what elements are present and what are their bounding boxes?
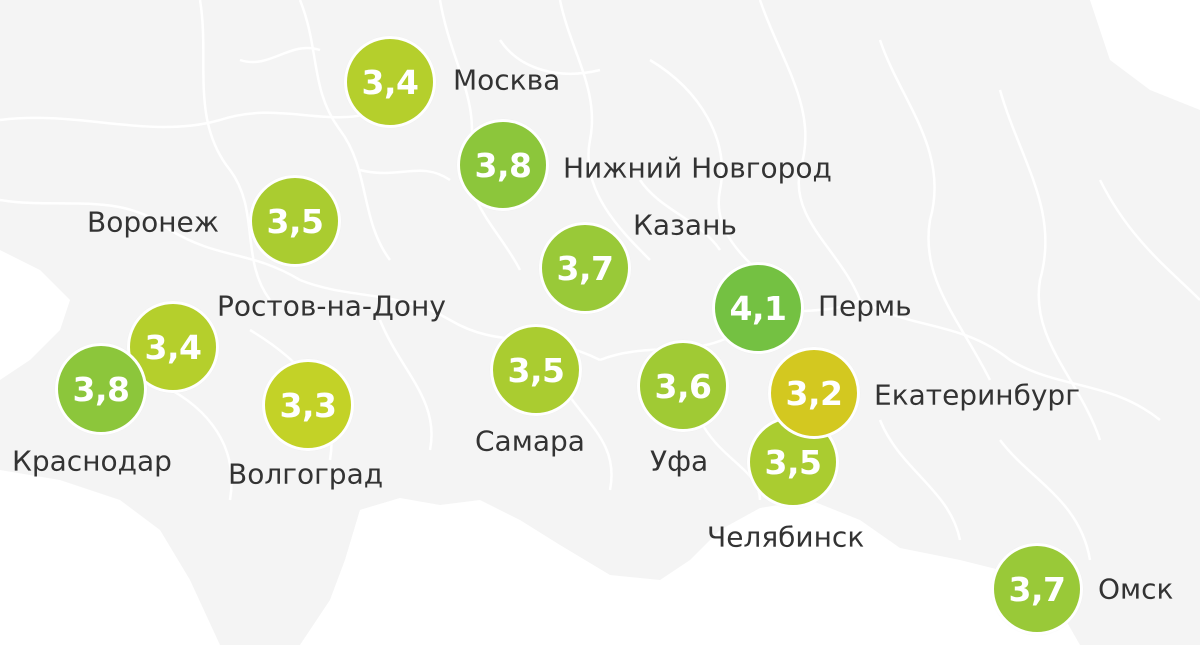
city-label-krasnodar: Краснодар bbox=[12, 444, 172, 478]
city-label-ekaterinburg: Екатеринбург bbox=[874, 378, 1080, 412]
sea-area bbox=[0, 250, 70, 380]
rating-value: 3,7 bbox=[1008, 569, 1066, 609]
city-label-omsk: Омск bbox=[1098, 572, 1174, 606]
city-label-kazan: Казань bbox=[633, 208, 737, 242]
city-marker-voronezh[interactable]: 3,5 bbox=[249, 175, 341, 267]
rating-value: 3,2 bbox=[785, 373, 843, 413]
city-label-ufa: Уфа bbox=[650, 444, 709, 478]
sea-area-3 bbox=[300, 498, 560, 645]
rating-value: 3,5 bbox=[764, 442, 822, 482]
city-marker-ekaterinburg[interactable]: 3,2 bbox=[768, 347, 860, 439]
city-marker-kazan[interactable]: 3,7 bbox=[539, 222, 631, 314]
city-label-nizhny-novgorod: Нижний Новгород bbox=[563, 151, 832, 185]
rating-value: 3,4 bbox=[144, 327, 202, 367]
rating-value: 3,3 bbox=[279, 385, 337, 425]
city-label-samara: Самара bbox=[475, 424, 585, 458]
rating-value: 3,8 bbox=[72, 369, 130, 409]
rating-value: 3,8 bbox=[474, 145, 532, 185]
rating-value: 3,5 bbox=[507, 350, 565, 390]
city-marker-volgograd[interactable]: 3,3 bbox=[262, 359, 354, 451]
rating-value: 3,5 bbox=[266, 201, 324, 241]
city-marker-rostov-na-donu[interactable]: 3,4 bbox=[127, 301, 219, 393]
city-marker-krasnodar[interactable]: 3,8 bbox=[55, 343, 147, 435]
rating-value: 3,4 bbox=[361, 62, 419, 102]
city-label-voronezh: Воронеж bbox=[87, 205, 220, 239]
city-marker-ufa[interactable]: 3,6 bbox=[637, 340, 729, 432]
rating-value: 3,6 bbox=[654, 366, 712, 406]
city-label-moskva: Москва bbox=[453, 63, 561, 97]
sea-area-2 bbox=[0, 470, 220, 645]
sea-area-4 bbox=[1090, 0, 1200, 110]
city-label-chelyabinsk: Челябинск bbox=[707, 520, 865, 554]
city-label-rostov-na-donu: Ростов-на-Дону bbox=[217, 289, 446, 323]
rating-value: 3,7 bbox=[556, 248, 614, 288]
city-marker-moskva[interactable]: 3,4 bbox=[344, 36, 436, 128]
city-marker-samara[interactable]: 3,5 bbox=[490, 324, 582, 416]
city-label-perm: Пермь bbox=[818, 289, 912, 323]
city-marker-omsk[interactable]: 3,7 bbox=[991, 543, 1083, 635]
city-marker-nizhny-novgorod[interactable]: 3,8 bbox=[457, 119, 549, 211]
city-marker-perm[interactable]: 4,1 bbox=[712, 262, 804, 354]
rating-value: 4,1 bbox=[729, 288, 787, 328]
city-label-volgograd: Волгоград bbox=[228, 457, 384, 491]
